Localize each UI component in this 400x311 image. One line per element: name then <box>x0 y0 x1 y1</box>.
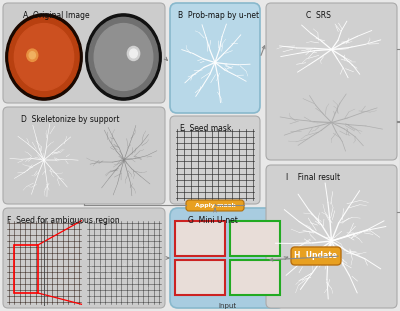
FancyBboxPatch shape <box>266 165 397 308</box>
Text: Apply mask: Apply mask <box>195 202 235 207</box>
Text: G  Mini U-net: G Mini U-net <box>188 216 238 225</box>
Text: D  Skeletonize by support: D Skeletonize by support <box>21 115 120 124</box>
FancyBboxPatch shape <box>170 3 260 113</box>
FancyBboxPatch shape <box>3 107 165 204</box>
FancyBboxPatch shape <box>170 208 285 308</box>
FancyBboxPatch shape <box>186 200 244 211</box>
FancyBboxPatch shape <box>3 208 165 308</box>
FancyBboxPatch shape <box>170 116 260 204</box>
FancyBboxPatch shape <box>266 3 397 160</box>
FancyBboxPatch shape <box>291 247 341 265</box>
Text: E  Seed mask: E Seed mask <box>180 124 231 133</box>
Text: Input: Input <box>218 303 236 309</box>
FancyBboxPatch shape <box>3 3 165 103</box>
Text: H  Update: H Update <box>294 250 338 259</box>
Text: C  SRS: C SRS <box>306 11 331 20</box>
Text: A  Original Image: A Original Image <box>23 11 90 20</box>
Text: I    Final result: I Final result <box>286 173 340 182</box>
Text: B  Prob-map by u-net: B Prob-map by u-net <box>178 11 259 20</box>
Text: F  Seed for ambiguous region: F Seed for ambiguous region <box>7 216 120 225</box>
